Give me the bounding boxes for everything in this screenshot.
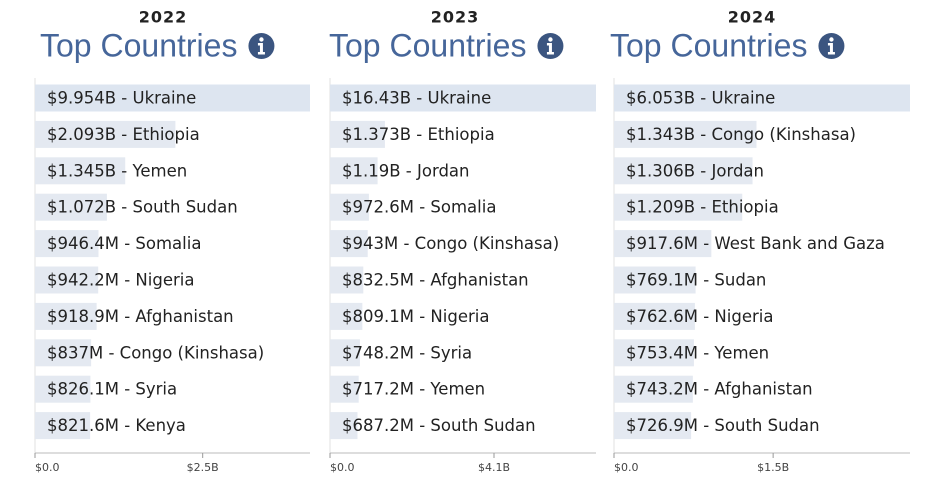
bar [35, 375, 91, 403]
bar [35, 157, 126, 185]
x-tick-label: $4.1B [478, 461, 510, 474]
bar-label: $1.345B - Yemen [47, 161, 187, 180]
bar-label: $821.6M - Kenya [47, 416, 186, 435]
bar-label: $946.4M - Somalia [47, 234, 201, 253]
bar [330, 375, 359, 403]
bar [614, 84, 910, 112]
bar [35, 412, 91, 440]
info-icon-stem [257, 43, 265, 55]
bar-label: $1.209B - Ethiopia [626, 198, 779, 217]
bar [330, 84, 596, 112]
bar [614, 375, 693, 403]
bar-label: $1.306B - Jordan [626, 161, 764, 180]
bar [614, 120, 757, 148]
bar [614, 266, 696, 294]
bar-label: $769.1M - Sudan [626, 271, 766, 290]
info-icon-dot [259, 37, 264, 42]
x-tick-label: $0.0 [330, 461, 355, 474]
bar [35, 339, 92, 367]
bar-label: $687.2M - South Sudan [342, 416, 536, 435]
bar-label: $6.053B - Ukraine [626, 89, 775, 108]
bar [35, 266, 99, 294]
bar-label: $1.19B - Jordan [342, 161, 470, 180]
bar [614, 193, 743, 221]
bar-label: $837M - Congo (Kinshasa) [47, 343, 264, 362]
bar [35, 302, 97, 330]
bar-label: $942.2M - Nigeria [47, 271, 194, 290]
x-tick-label: $2.5B [187, 461, 219, 474]
bar [35, 193, 107, 221]
chart-title: 2022 [139, 8, 188, 27]
bar-label: $9.954B - Ukraine [47, 89, 196, 108]
bar-label: $717.2M - Yemen [342, 380, 485, 399]
bar-label: $753.4M - Yemen [626, 343, 769, 362]
bar-label: $2.093B - Ethiopia [47, 125, 200, 144]
bar-label: $743.2M - Afghanistan [626, 380, 813, 399]
bar-label: $943M - Congo (Kinshasa) [342, 234, 559, 253]
bar-label: $972.6M - Somalia [342, 198, 496, 217]
bar-label: $826.1M - Syria [47, 380, 177, 399]
bar [330, 412, 358, 440]
bars [35, 84, 310, 440]
bars [614, 84, 910, 440]
bar-label: $1.373B - Ethiopia [342, 125, 495, 144]
x-tick-label: $0.0 [614, 461, 639, 474]
bar [614, 230, 712, 258]
bar-label: $16.43B - Ukraine [342, 89, 491, 108]
chart-title: 2023 [431, 8, 480, 27]
bar [614, 157, 753, 185]
bar-label: $832.5M - Afghanistan [342, 271, 529, 290]
bar [330, 193, 369, 221]
bar-label: $1.343B - Congo (Kinshasa) [626, 125, 856, 144]
bar [330, 157, 378, 185]
bar [330, 120, 385, 148]
bar-label: $748.2M - Syria [342, 343, 472, 362]
x-tick-label: $1.5B [757, 461, 789, 474]
bar [35, 84, 310, 112]
bar-label: $918.9M - Afghanistan [47, 307, 234, 326]
bar [614, 412, 692, 440]
bar [330, 230, 368, 258]
bar-label: $762.6M - Nigeria [626, 307, 773, 326]
bar [35, 230, 99, 258]
bar [614, 302, 695, 330]
bar-label: $1.072B - South Sudan [47, 198, 238, 217]
chart-subtitle: Top Countries [610, 27, 807, 63]
chart-subtitle: Top Countries [40, 27, 237, 63]
bar [330, 302, 363, 330]
bar-label: $809.1M - Nigeria [342, 307, 489, 326]
info-icon-dot [548, 37, 553, 42]
info-icon-dot [829, 37, 834, 42]
bar [614, 339, 694, 367]
x-tick-label: $0.0 [35, 461, 60, 474]
chart-subtitle: Top Countries [329, 27, 526, 63]
bar [35, 120, 176, 148]
chart-title: 2024 [728, 8, 777, 27]
bar-label: $917.6M - West Bank and Gaza [626, 234, 885, 253]
bar [330, 266, 364, 294]
bars [330, 84, 596, 440]
info-icon-stem [827, 43, 835, 55]
info-icon-stem [546, 43, 554, 55]
bar-label: $726.9M - South Sudan [626, 416, 820, 435]
bar [330, 339, 360, 367]
